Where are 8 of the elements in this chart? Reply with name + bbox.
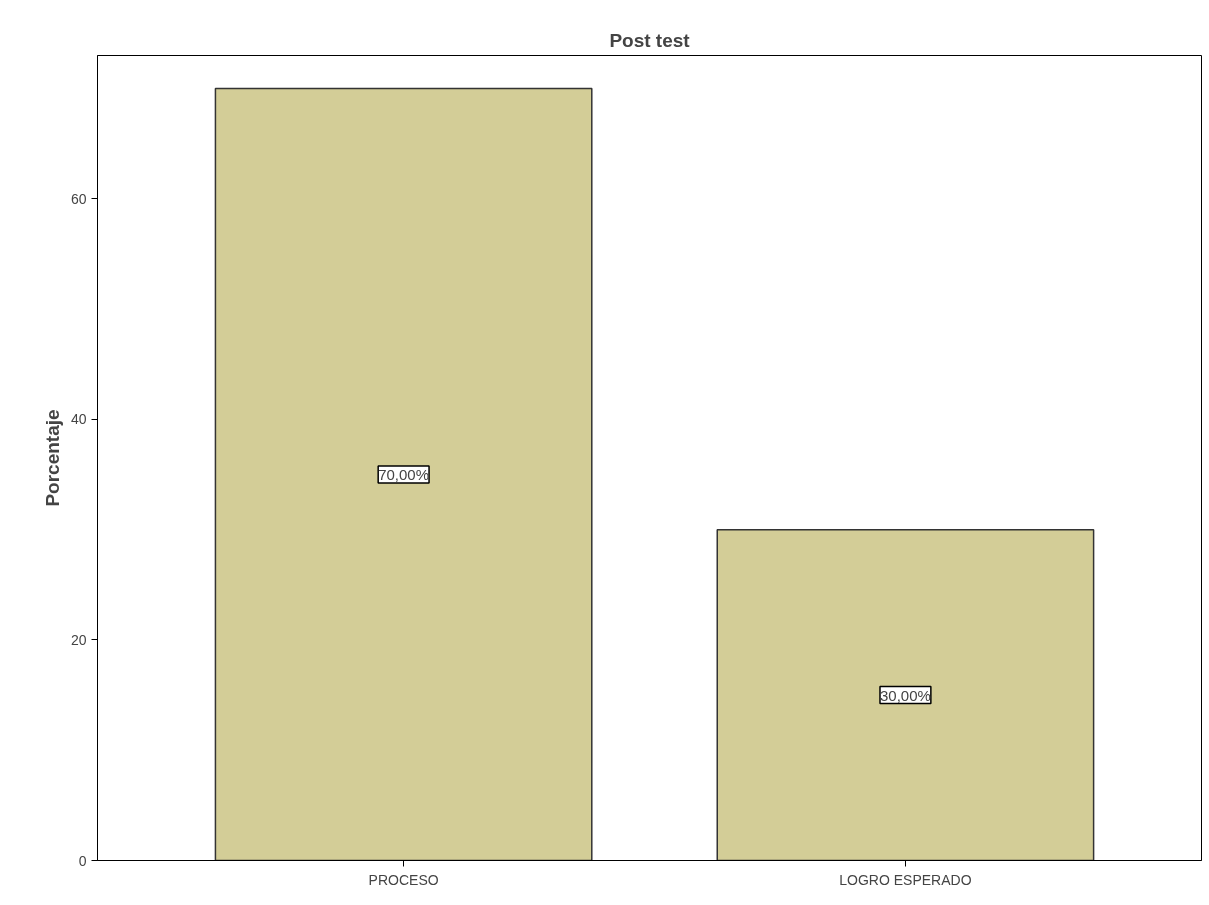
x-tick-label: LOGRO ESPERADO [839, 871, 972, 888]
y-axis-title: Porcentaje [41, 409, 63, 507]
x-tick-label: PROCESO [368, 871, 439, 888]
y-tick-label: 60 [70, 190, 87, 207]
y-tick-label: 20 [70, 631, 87, 648]
chart-title: Post test [609, 29, 691, 51]
y-tick-label: 0 [78, 852, 87, 869]
y-tick-label: 40 [70, 411, 87, 428]
